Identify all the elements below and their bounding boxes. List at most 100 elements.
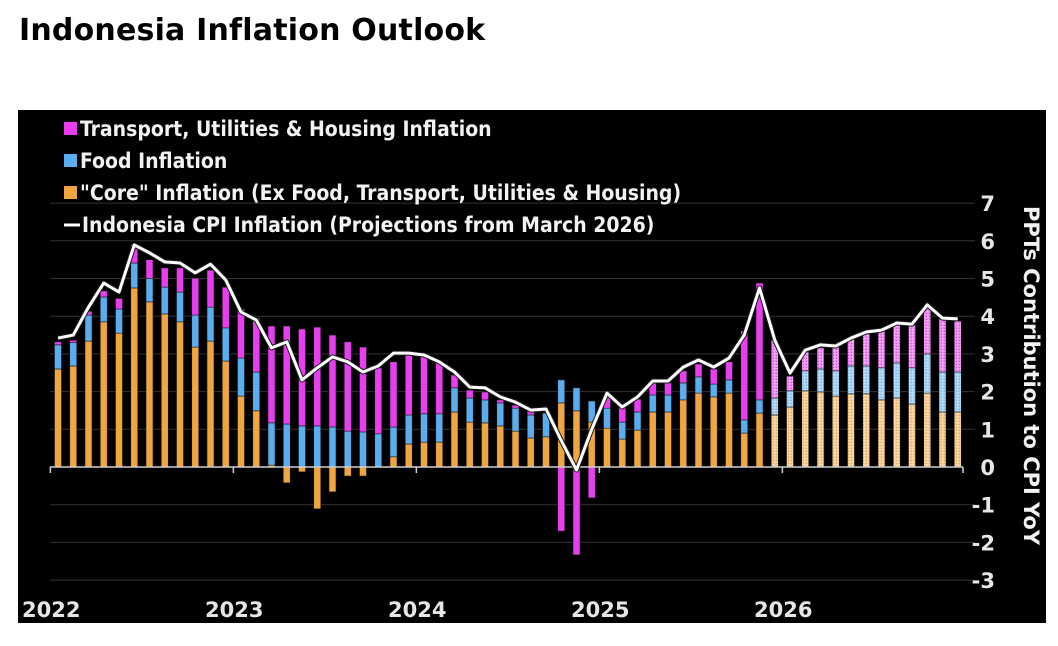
y-tick-label: 2 — [980, 381, 995, 405]
bar-core — [862, 393, 871, 468]
bar-food — [465, 397, 474, 423]
bar-food — [831, 370, 840, 397]
bar-core — [892, 397, 901, 468]
bar-transport — [679, 370, 688, 384]
bar-transport — [908, 324, 916, 369]
bar-transport — [145, 259, 154, 279]
bar-food — [191, 314, 200, 348]
bar-core — [69, 365, 78, 468]
bar-food — [237, 357, 245, 397]
bar-transport — [709, 368, 718, 385]
y-tick-label: 4 — [980, 305, 995, 329]
bar-food — [908, 367, 916, 405]
chart-title: Indonesia Inflation Outlook — [19, 13, 486, 48]
bar-food — [435, 413, 444, 443]
bar-food — [54, 344, 62, 370]
bar-food — [481, 399, 489, 424]
bar-transport — [404, 351, 413, 416]
bar-food — [709, 383, 718, 398]
bar-core — [145, 301, 154, 468]
bar-core — [404, 443, 413, 468]
bar-transport — [892, 323, 901, 364]
bar-transport — [99, 290, 108, 298]
bar-transport — [313, 326, 322, 427]
bar-food — [648, 394, 657, 413]
bar-transport — [465, 389, 474, 399]
bar-core — [160, 313, 169, 468]
bar-transport — [740, 330, 749, 421]
legend-swatch-core — [64, 186, 77, 199]
bar-food — [206, 306, 215, 342]
bar-transport — [237, 308, 245, 359]
bar-core — [389, 456, 398, 468]
bar-food — [115, 308, 123, 334]
x-tick-label: 2026 — [754, 598, 812, 622]
bar-core — [618, 438, 627, 468]
legend-label-food: Food Inflation — [80, 149, 227, 173]
legend-item-core[interactable]: "Core" Inflation (Ex Food, Transport, Ut… — [64, 181, 681, 205]
legend-item-cpi[interactable]: Indonesia CPI Inflation (Projections fro… — [64, 213, 654, 237]
bar-food — [633, 411, 642, 431]
x-tick-label: 2024 — [388, 598, 446, 622]
x-axis — [49, 466, 964, 473]
bar-core — [770, 414, 779, 468]
bar-food — [359, 431, 367, 468]
bar-food — [374, 433, 383, 468]
bar-core — [130, 287, 139, 468]
bar-food — [267, 422, 276, 466]
bar-core — [953, 411, 962, 468]
y-tick-label: 6 — [980, 230, 995, 254]
bar-food — [313, 425, 322, 468]
bar-core — [176, 321, 184, 468]
bar-transport — [359, 346, 367, 433]
legend-item-transport[interactable]: Transport, Utilities & Housing Inflation — [64, 117, 492, 141]
bar-food — [877, 367, 886, 401]
y-axis-title: PPTs Contribution to CPI YoY — [1019, 206, 1043, 546]
y-axis-ticks: 7 6 5 4 3 2 1 0 -1 -2 -3 — [972, 192, 995, 593]
bar-transport — [176, 267, 184, 293]
bar-food — [176, 291, 184, 323]
bar-transport — [786, 375, 794, 392]
bar-core — [847, 393, 855, 468]
bar-core — [465, 421, 474, 468]
bar-food — [786, 390, 794, 408]
bar-core — [359, 466, 367, 477]
bar-core — [603, 427, 611, 468]
bar-food — [892, 362, 901, 399]
bar-transport — [664, 382, 672, 396]
bar-food — [953, 371, 962, 413]
bar-core — [938, 411, 947, 468]
y-tick-label: 3 — [980, 343, 995, 367]
bar-core — [709, 396, 718, 468]
bar-core — [740, 432, 749, 468]
bar-core — [786, 406, 794, 468]
bar-transport — [877, 330, 886, 369]
y-tick-label: -3 — [972, 569, 995, 593]
y-tick-label: 0 — [980, 456, 995, 480]
bar-core — [206, 340, 215, 468]
bar-transport — [847, 337, 855, 367]
bar-food — [130, 262, 139, 289]
bar-core — [816, 391, 825, 468]
legend-item-food[interactable]: Food Inflation — [64, 149, 227, 173]
y-tick-label: 1 — [980, 418, 995, 442]
bar-core — [496, 425, 505, 468]
x-tick-label: 2022 — [22, 598, 80, 622]
bar-transport — [115, 298, 123, 310]
bar-core — [664, 411, 672, 468]
bar-core — [450, 411, 459, 468]
bar-transport — [496, 399, 505, 404]
y-tick-label: -2 — [972, 531, 995, 555]
legend: Transport, Utilities & Housing Inflation… — [64, 117, 681, 237]
bar-transport — [435, 361, 444, 415]
bar-transport — [572, 466, 581, 556]
bar-core — [908, 403, 916, 468]
bar-transport — [923, 307, 932, 355]
legend-label-transport: Transport, Utilities & Housing Inflation — [80, 117, 492, 141]
bar-transport — [816, 347, 825, 370]
bar-core — [694, 392, 703, 468]
chart-svg: 7 6 5 4 3 2 1 0 -1 -2 -3 2022 2023 2024 2025 2026 PPTs… — [22, 117, 1043, 622]
cpi-line — [57, 243, 958, 472]
bar-transport — [755, 282, 764, 401]
bar-food — [664, 394, 672, 413]
